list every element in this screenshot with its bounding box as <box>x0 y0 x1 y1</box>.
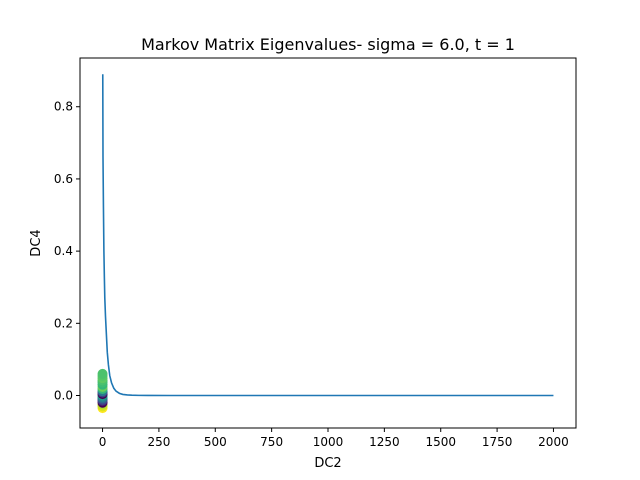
x-tick-label: 1000 <box>313 435 344 449</box>
x-tick-label: 500 <box>204 435 227 449</box>
x-axis-ticks: 0 250 500 750 1000 1250 1500 1750 2000 <box>99 428 569 449</box>
x-tick-label: 1750 <box>482 435 513 449</box>
plot-frame <box>79 57 577 429</box>
y-tick-label: 0.4 <box>54 244 73 258</box>
scatter-point <box>97 368 108 379</box>
x-tick-label: 1500 <box>425 435 456 449</box>
scatter-layer <box>97 368 108 414</box>
y-axis-label: DC4 <box>29 229 44 256</box>
y-axis-ticks: 0.0 0.2 0.4 0.6 0.8 <box>54 100 80 403</box>
series-line <box>101 74 554 397</box>
y-tick-label: 0.6 <box>54 172 73 186</box>
chart-title: Markov Matrix Eigenvalues- sigma = 6.0, … <box>141 35 515 54</box>
x-tick-label: 250 <box>147 435 170 449</box>
x-tick-label: 1250 <box>369 435 400 449</box>
x-tick-label: 750 <box>260 435 283 449</box>
y-tick-label: 0.0 <box>54 389 73 403</box>
x-tick-label: 2000 <box>538 435 569 449</box>
y-tick-label: 0.8 <box>54 100 73 114</box>
y-tick-label: 0.2 <box>54 316 73 330</box>
x-tick-label: 0 <box>99 435 107 449</box>
x-axis-label: DC2 <box>314 456 341 471</box>
